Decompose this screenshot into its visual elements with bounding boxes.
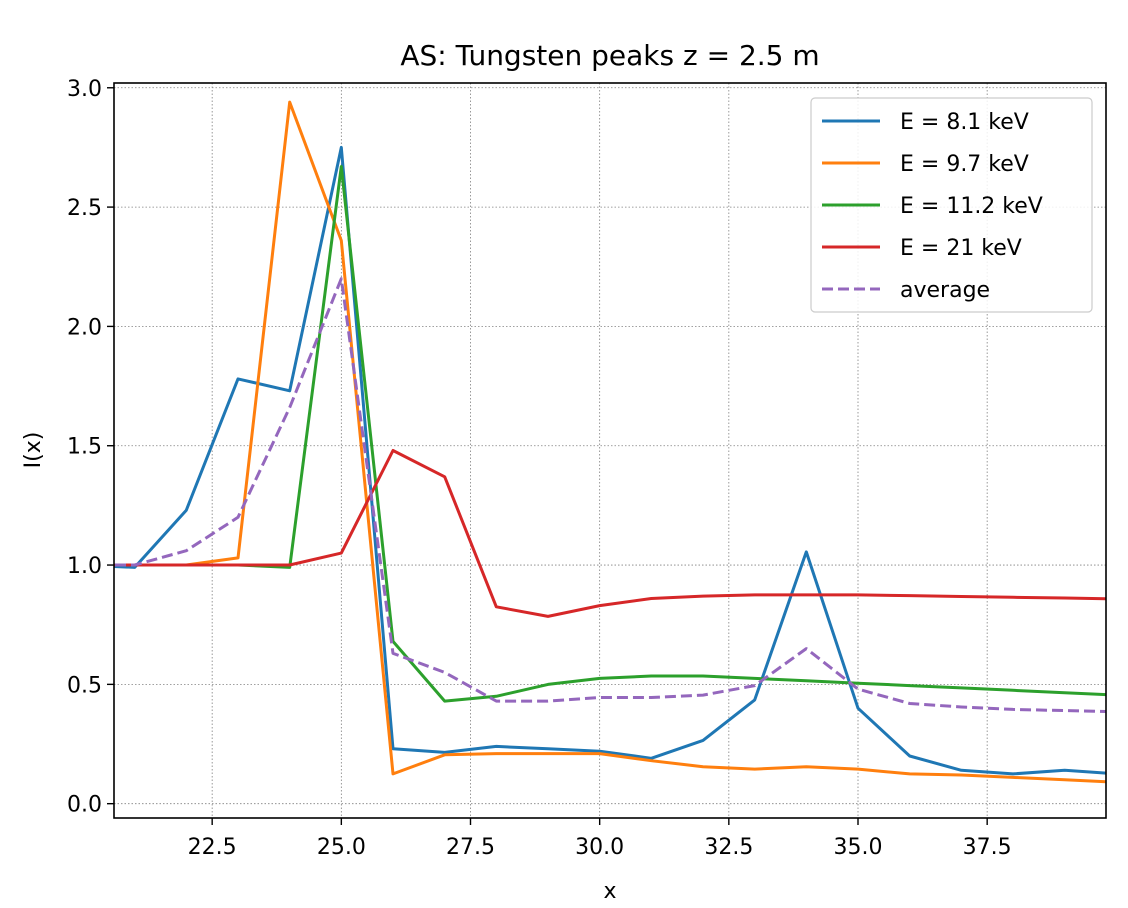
legend-label: E = 9.7 keV (900, 152, 1029, 177)
x-tick-label: 35.0 (834, 835, 883, 860)
x-tick-label: 25.0 (317, 835, 366, 860)
x-axis-label: x (603, 879, 616, 904)
legend: E = 8.1 keV E = 9.7 keV E = 11.2 keV E = 21… (810, 97, 1093, 313)
legend-label: E = 11.2 keV (900, 194, 1043, 219)
series-line-4 (114, 277, 1106, 714)
y-axis-label: I(x) (21, 432, 46, 469)
x-tick-label: 32.5 (704, 835, 753, 860)
y-tick-label: 1.5 (67, 435, 102, 460)
legend-label: average (900, 278, 990, 303)
y-tick-label: 2.0 (67, 315, 102, 340)
legend-box (810, 97, 1093, 313)
y-tick-label: 3.0 (67, 77, 102, 102)
series-line-1 (114, 100, 1106, 784)
plot-frame (113, 82, 1107, 819)
series-line-3 (114, 449, 1106, 618)
x-tick-label: 27.5 (446, 835, 495, 860)
y-tick-label: 2.5 (67, 196, 102, 221)
x-tick-label: 37.5 (963, 835, 1012, 860)
series-line-0 (114, 145, 1106, 776)
chart-title: AS: Tungsten peaks z = 2.5 m (400, 39, 819, 72)
legend-label: E = 21 keV (900, 236, 1022, 261)
y-axis-ticks: 0.0 0.5 1.0 1.5 2.0 2.5 3.0 (67, 77, 114, 818)
x-tick-label: 22.5 (188, 835, 237, 860)
y-tick-label: 0.5 (67, 673, 102, 698)
series-lines (114, 100, 1106, 784)
y-tick-label: 0.0 (67, 793, 102, 818)
x-tick-label: 30.0 (575, 835, 624, 860)
x-axis-ticks: 22.5 25.0 27.5 30.0 32.5 35.0 37.5 (188, 818, 1012, 860)
plot-area (114, 100, 1106, 784)
legend-label: E = 8.1 keV (900, 110, 1029, 135)
y-tick-label: 1.0 (67, 554, 102, 579)
